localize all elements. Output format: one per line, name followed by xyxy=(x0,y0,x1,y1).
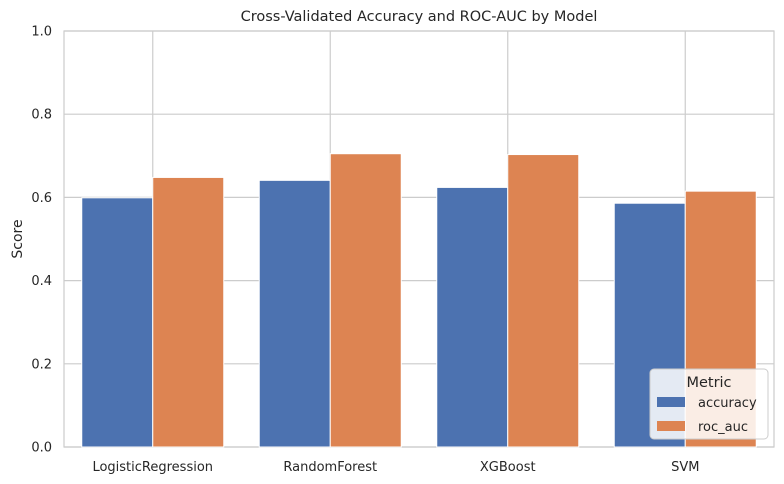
legend-label-roc_auc: roc_auc xyxy=(698,420,748,435)
y-tick-label: 0.6 xyxy=(31,191,52,206)
legend: Metric accuracy roc_auc xyxy=(649,368,769,440)
y-axis-ticks: 0.0 0.2 0.4 0.6 0.8 1.0 xyxy=(31,25,52,456)
legend-swatch-accuracy xyxy=(657,397,685,407)
y-tick-label: 0.8 xyxy=(31,108,52,123)
y-tick-label: 0.4 xyxy=(31,274,52,289)
bar-accuracy-LogisticRegression xyxy=(81,197,154,448)
bar-roc_auc-LogisticRegression xyxy=(152,176,225,448)
x-tick-label: XGBoost xyxy=(480,460,536,475)
y-axis-label: Score xyxy=(10,219,26,258)
bar-accuracy-XGBoost xyxy=(436,186,509,448)
bar-roc_auc-RandomForest xyxy=(329,153,402,448)
legend-items: accuracy roc_auc xyxy=(657,396,757,435)
legend-swatch-roc_auc xyxy=(657,421,685,431)
plot-area xyxy=(63,30,775,448)
bar-accuracy-RandomForest xyxy=(258,179,331,448)
legend-title: Metric xyxy=(686,375,731,391)
x-tick-label: LogisticRegression xyxy=(92,460,213,475)
chart-title: Cross-Validated Accuracy and ROC-AUC by … xyxy=(241,9,598,25)
y-tick-label: 0.0 xyxy=(31,441,52,456)
bar-roc_auc-XGBoost xyxy=(507,154,580,448)
x-tick-label: RandomForest xyxy=(283,460,377,475)
y-tick-label: 1.0 xyxy=(31,25,52,40)
x-tick-label: SVM xyxy=(671,460,699,475)
x-axis-ticks: LogisticRegression RandomForest XGBoost SVM xyxy=(92,460,699,475)
legend-label-accuracy: accuracy xyxy=(698,396,757,411)
y-tick-label: 0.2 xyxy=(31,357,52,372)
